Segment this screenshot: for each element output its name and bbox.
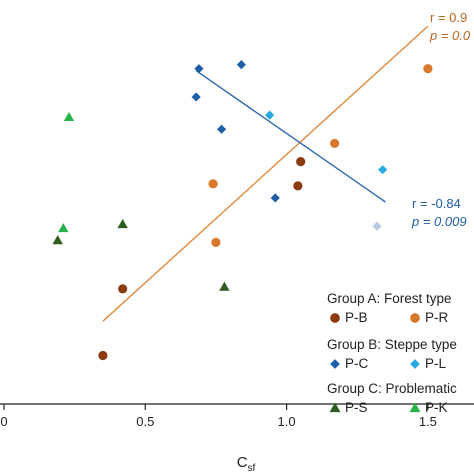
- point-p-s-3: [219, 281, 230, 291]
- x-axis-label: Csf: [237, 454, 256, 474]
- point-p-b-2: [118, 284, 128, 294]
- legend-label-p-r: P-R: [425, 310, 449, 325]
- legend-group-title-1: Group A: Forest type: [327, 291, 452, 306]
- data-points: [52, 60, 433, 361]
- point-p-r-1: [208, 179, 218, 189]
- point-p-k-2: [63, 111, 75, 122]
- legend-label-p-b: P-B: [345, 310, 368, 325]
- x-tick-label-1-5: 1.5: [419, 414, 437, 429]
- legend-label-p-l: P-L: [425, 356, 447, 371]
- legend-marker-p-b: [330, 313, 340, 323]
- steppe-correlation-annotation: r = -0.84 p = 0.009: [411, 196, 467, 229]
- x-axis-label-main: C: [237, 454, 248, 471]
- point-p-c-3: [216, 124, 227, 134]
- forest-p-value: p = 0.0: [429, 28, 471, 43]
- x-axis-label-subscript: sf: [248, 463, 256, 474]
- forest-r-value: r = 0.9: [430, 10, 467, 25]
- point-p-l-2: [378, 165, 388, 175]
- point-faded-1: [372, 221, 382, 231]
- legend-label-p-s: P-S: [345, 400, 368, 415]
- legend-marker-p-c: [330, 359, 340, 369]
- legend-marker-p-r: [410, 313, 420, 323]
- steppe-regression-line: [195, 70, 386, 203]
- point-p-b-1: [98, 350, 108, 361]
- legend-label-p-k: P-K: [425, 400, 448, 415]
- point-p-c-1: [191, 92, 201, 102]
- x-tick-label-0: 0: [0, 414, 7, 429]
- point-p-r-3: [330, 138, 340, 149]
- legend-marker-p-s: [329, 402, 341, 413]
- point-p-c-4: [236, 60, 246, 70]
- legend-marker-p-l: [410, 359, 420, 369]
- point-p-s-1: [52, 235, 63, 245]
- x-axis-ticks: 0 0.5 1.0 1.5: [0, 404, 437, 429]
- point-p-b-4: [296, 157, 306, 167]
- point-p-c-5: [270, 193, 280, 203]
- point-p-b-3: [293, 181, 303, 191]
- point-p-c-2: [194, 64, 204, 74]
- x-axis: 0 0.5 1.0 1.5 Csf: [0, 403, 474, 474]
- steppe-p-value: p = 0.009: [411, 214, 467, 229]
- legend-group-title-3: Group C: Problematic: [327, 381, 457, 396]
- point-p-l-1: [265, 110, 275, 120]
- forest-regression-line: [102, 25, 429, 322]
- legend: Group A: Forest type P-B P-R Group B: Stepp…: [327, 291, 457, 415]
- legend-marker-p-k: [409, 402, 421, 413]
- point-p-r-2: [211, 237, 221, 247]
- x-tick-label-0-5: 0.5: [136, 414, 154, 429]
- steppe-r-value: r = -0.84: [412, 196, 461, 211]
- legend-group-title-2: Group B: Steppe type: [327, 337, 457, 352]
- x-tick-label-1-0: 1.0: [278, 414, 296, 429]
- forest-correlation-annotation: r = 0.9 p = 0.0: [429, 10, 471, 43]
- legend-label-p-c: P-C: [345, 356, 369, 371]
- regression-lines: [102, 25, 429, 322]
- point-p-s-2: [117, 219, 128, 229]
- point-p-k-1: [58, 223, 69, 233]
- point-p-r-4: [423, 64, 433, 74]
